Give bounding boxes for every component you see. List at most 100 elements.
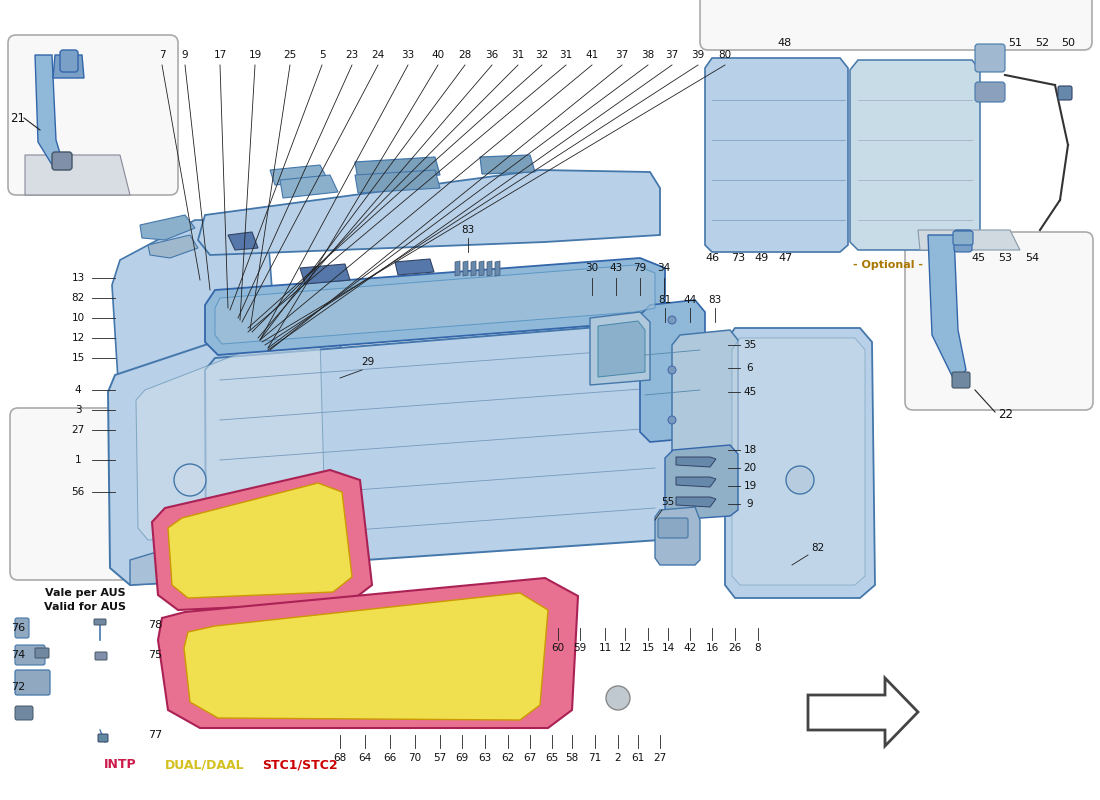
Text: 42: 42 (683, 643, 696, 653)
Text: 19: 19 (249, 50, 262, 60)
Text: 83: 83 (461, 225, 474, 235)
Text: 27: 27 (72, 425, 85, 435)
Text: 62: 62 (502, 753, 515, 763)
Text: 83: 83 (708, 295, 722, 305)
Text: 35: 35 (744, 340, 757, 350)
Polygon shape (495, 261, 500, 276)
Text: 31: 31 (560, 50, 573, 60)
FancyBboxPatch shape (954, 230, 972, 252)
Polygon shape (640, 300, 705, 442)
Text: 12: 12 (72, 333, 85, 343)
FancyBboxPatch shape (15, 618, 29, 638)
Text: 23: 23 (345, 50, 359, 60)
Text: 7: 7 (158, 50, 165, 60)
Text: 9: 9 (747, 499, 754, 509)
Text: 37: 37 (666, 50, 679, 60)
Text: 18: 18 (744, 445, 757, 455)
Polygon shape (184, 593, 548, 720)
Text: 49: 49 (755, 253, 769, 263)
Text: 50: 50 (1062, 38, 1075, 48)
Text: 41: 41 (585, 50, 598, 60)
FancyBboxPatch shape (975, 44, 1005, 72)
FancyBboxPatch shape (953, 231, 974, 245)
Circle shape (174, 464, 206, 496)
Text: 64: 64 (359, 753, 372, 763)
Polygon shape (136, 330, 324, 540)
Polygon shape (108, 310, 345, 585)
Polygon shape (35, 55, 62, 168)
Text: 25: 25 (284, 50, 297, 60)
Text: 68: 68 (333, 753, 346, 763)
Polygon shape (455, 261, 460, 276)
Text: 38: 38 (641, 50, 654, 60)
Text: 15: 15 (641, 643, 654, 653)
Text: Valid for AUS: Valid for AUS (44, 602, 127, 612)
Text: 61: 61 (631, 753, 645, 763)
Polygon shape (152, 470, 372, 610)
Text: 76: 76 (11, 623, 25, 633)
Text: INTP: INTP (103, 758, 136, 771)
Polygon shape (480, 155, 535, 174)
Text: 33: 33 (402, 50, 415, 60)
Text: since 1995: since 1995 (398, 458, 641, 502)
Text: 79: 79 (634, 263, 647, 273)
Polygon shape (140, 215, 195, 240)
Polygon shape (158, 578, 578, 728)
Text: 24: 24 (372, 50, 385, 60)
Text: 70: 70 (408, 753, 421, 763)
Text: 72: 72 (11, 682, 25, 692)
Polygon shape (355, 170, 440, 193)
Polygon shape (666, 445, 738, 520)
Text: 31: 31 (512, 50, 525, 60)
Text: 17: 17 (213, 50, 227, 60)
Text: 57: 57 (433, 753, 447, 763)
Polygon shape (590, 312, 650, 385)
Polygon shape (676, 457, 716, 467)
Text: a passion for cars: a passion for cars (360, 443, 680, 477)
Text: 82: 82 (72, 293, 85, 303)
FancyBboxPatch shape (952, 372, 970, 388)
Text: 10: 10 (72, 313, 85, 323)
Text: 78: 78 (147, 620, 162, 630)
FancyBboxPatch shape (35, 648, 50, 658)
Polygon shape (25, 155, 130, 195)
Text: 53: 53 (998, 253, 1012, 263)
Text: 71: 71 (588, 753, 602, 763)
Polygon shape (130, 500, 345, 585)
Polygon shape (355, 157, 440, 180)
Text: 63: 63 (478, 753, 492, 763)
Polygon shape (395, 259, 434, 275)
Text: 39: 39 (692, 50, 705, 60)
Polygon shape (168, 483, 352, 598)
Text: 65: 65 (546, 753, 559, 763)
Polygon shape (205, 258, 666, 355)
Text: 69: 69 (455, 753, 469, 763)
Polygon shape (53, 55, 84, 78)
FancyBboxPatch shape (60, 50, 78, 72)
Text: 16: 16 (705, 643, 718, 653)
FancyBboxPatch shape (975, 82, 1005, 102)
Polygon shape (654, 507, 700, 565)
FancyBboxPatch shape (95, 652, 107, 660)
Polygon shape (148, 235, 198, 258)
Polygon shape (300, 264, 350, 284)
Text: 11: 11 (598, 643, 612, 653)
Text: 37: 37 (615, 50, 628, 60)
FancyBboxPatch shape (94, 619, 106, 625)
Text: 80: 80 (718, 50, 732, 60)
Text: 45: 45 (744, 387, 757, 397)
Text: 8: 8 (755, 643, 761, 653)
Polygon shape (214, 265, 654, 344)
Circle shape (668, 366, 676, 374)
FancyBboxPatch shape (905, 232, 1093, 410)
Polygon shape (598, 321, 645, 377)
Polygon shape (112, 220, 275, 400)
Polygon shape (471, 261, 476, 276)
Text: 9: 9 (182, 50, 188, 60)
Text: 67: 67 (524, 753, 537, 763)
Text: 45: 45 (971, 253, 986, 263)
Text: 74: 74 (11, 650, 25, 660)
Text: 34: 34 (658, 263, 671, 273)
Text: 54: 54 (1025, 253, 1040, 263)
FancyBboxPatch shape (10, 408, 180, 580)
